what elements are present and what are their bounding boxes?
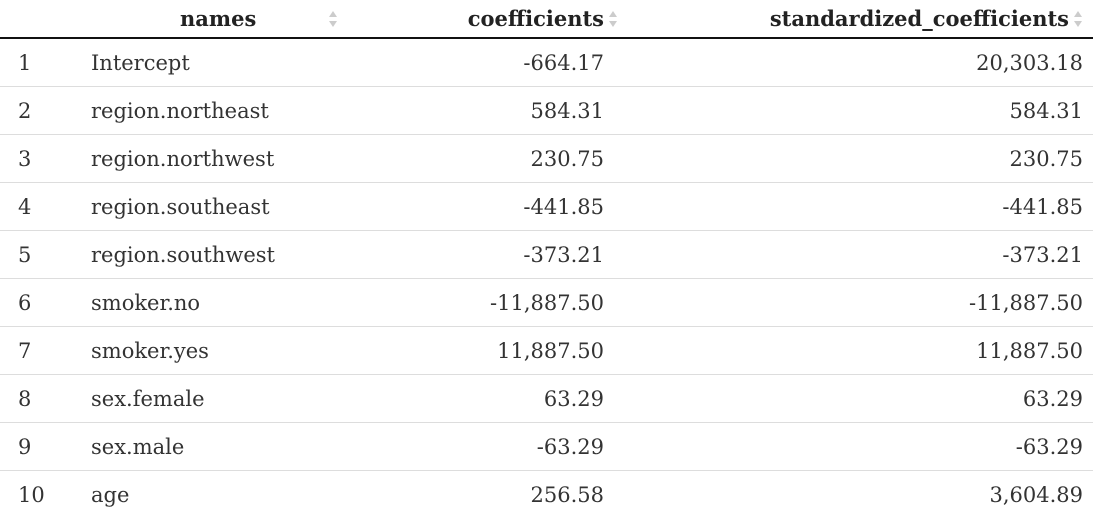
table-row: 2 region.northeast 584.31 584.31: [0, 86, 1093, 135]
table-row: 3 region.northwest 230.75 230.75: [0, 134, 1093, 183]
row-index: 5: [0, 230, 70, 279]
row-name: sex.female: [70, 374, 370, 423]
row-coefficient: 584.31: [370, 86, 620, 135]
row-coefficient: 11,887.50: [370, 326, 620, 375]
column-header-names-label: names: [180, 6, 257, 31]
row-name: smoker.yes: [70, 326, 370, 375]
row-coefficient: -11,887.50: [370, 278, 620, 327]
row-name: Intercept: [70, 38, 370, 87]
row-name: region.northeast: [70, 86, 370, 135]
table-row: 8 sex.female 63.29 63.29: [0, 374, 1093, 423]
row-index: 3: [0, 134, 70, 183]
row-standardized-coefficient: -441.85: [620, 182, 1093, 231]
row-standardized-coefficient: -11,887.50: [620, 278, 1093, 327]
table-row: 10 age 256.58 3,604.89: [0, 471, 1093, 519]
row-index: 6: [0, 278, 70, 327]
row-index: 7: [0, 326, 70, 375]
table-row: 1 Intercept -664.17 20,303.18: [0, 38, 1093, 87]
column-header-standardized-coefficients-label: standardized_coefficients: [769, 6, 1069, 31]
sort-icon[interactable]: [328, 8, 340, 30]
row-name: sex.male: [70, 422, 370, 471]
row-name: smoker.no: [70, 278, 370, 327]
row-standardized-coefficient: -373.21: [620, 230, 1093, 279]
row-coefficient: -373.21: [370, 230, 620, 279]
row-coefficient: -664.17: [370, 38, 620, 87]
column-header-coefficients[interactable]: coefficients: [370, 0, 620, 39]
row-coefficient: -63.29: [370, 422, 620, 471]
row-coefficient: 63.29: [370, 374, 620, 423]
row-coefficient: 256.58: [530, 482, 604, 507]
column-header-index: [0, 0, 70, 39]
row-index: 2: [0, 86, 70, 135]
header-row: names coefficients: [0, 0, 1093, 39]
table-header: names coefficients: [0, 0, 1093, 39]
row-index: 1: [0, 38, 70, 87]
row-name: age: [91, 482, 130, 507]
row-index: 9: [0, 422, 70, 471]
row-coefficient: -441.85: [370, 182, 620, 231]
row-standardized-coefficient: 230.75: [620, 134, 1093, 183]
table-row: 4 region.southeast -441.85 -441.85: [0, 182, 1093, 231]
column-header-coefficients-label: coefficients: [467, 6, 604, 31]
table-row: 9 sex.male -63.29 -63.29: [0, 422, 1093, 471]
row-index: 4: [0, 182, 70, 231]
table-body: 1 Intercept -664.17 20,303.18 2 region.n…: [0, 38, 1093, 518]
sort-icon[interactable]: [1073, 8, 1085, 30]
row-standardized-coefficient: 3,604.89: [989, 482, 1083, 507]
row-standardized-coefficient: 63.29: [620, 374, 1093, 423]
row-index: 8: [0, 374, 70, 423]
row-name: region.northwest: [70, 134, 370, 183]
row-standardized-coefficient: 584.31: [620, 86, 1093, 135]
row-coefficient: 230.75: [370, 134, 620, 183]
sort-icon[interactable]: [608, 8, 620, 30]
row-index: 10: [18, 482, 45, 507]
row-name: region.southwest: [70, 230, 370, 279]
row-name: region.southeast: [70, 182, 370, 231]
table-row: 7 smoker.yes 11,887.50 11,887.50: [0, 326, 1093, 375]
table-row: 6 smoker.no -11,887.50 -11,887.50: [0, 278, 1093, 327]
row-standardized-coefficient: 11,887.50: [620, 326, 1093, 375]
row-standardized-coefficient: -63.29: [620, 422, 1093, 471]
column-header-names[interactable]: names: [70, 0, 370, 39]
table-row: 5 region.southwest -373.21 -373.21: [0, 230, 1093, 279]
column-header-standardized-coefficients[interactable]: standardized_coefficients: [620, 0, 1093, 39]
row-standardized-coefficient: 20,303.18: [620, 38, 1093, 87]
